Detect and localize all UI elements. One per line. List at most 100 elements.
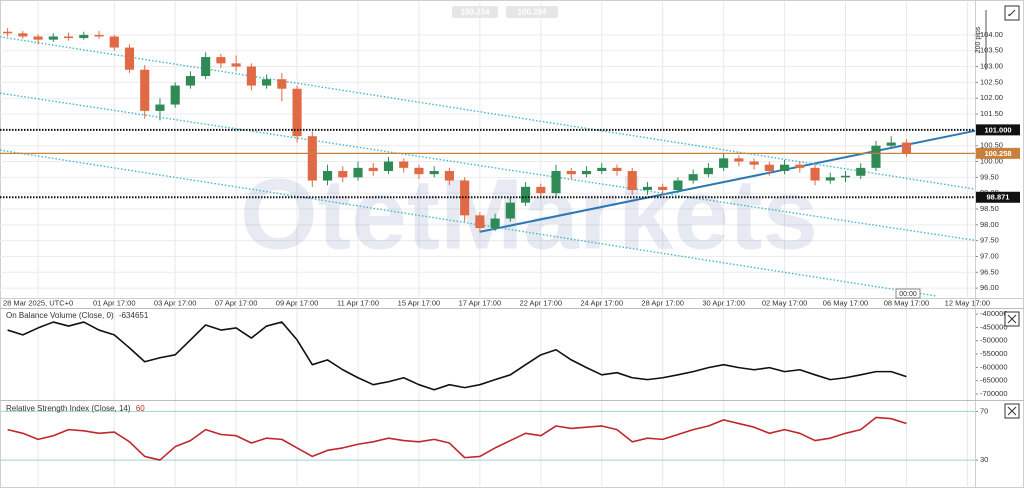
- y-tick-label: -450000: [980, 322, 1008, 331]
- candle-body: [581, 171, 592, 175]
- y-tick-label: -500000: [980, 336, 1008, 345]
- candle-body: [124, 47, 135, 70]
- indicator-title: On Balance Volume (Close, 0): [6, 311, 114, 320]
- candle-body: [780, 164, 790, 172]
- candle-body: [63, 36, 74, 39]
- x-tick-label: 02 May 17:00: [762, 298, 807, 307]
- candle-body: [810, 167, 820, 181]
- candle-body: [551, 171, 561, 194]
- y-tick-label: 96.50: [980, 267, 999, 276]
- price-label-box: [976, 147, 1020, 159]
- candle-body: [109, 36, 119, 48]
- y-tick-label: 101.50: [980, 109, 1003, 118]
- trend-line: [0, 149, 938, 297]
- candle-body: [490, 218, 500, 228]
- x-tick-label: 30 Apr 17:00: [702, 298, 745, 307]
- y-tick-label: 104.00: [980, 30, 1003, 39]
- candle-body: [521, 186, 531, 203]
- x-tick-label: 11 Apr 17:00: [337, 298, 379, 307]
- y-tick-label: 99.50: [980, 172, 999, 181]
- x-tick-label: 09 Apr 17:00: [276, 298, 319, 307]
- candle-body: [322, 171, 333, 181]
- time-marker: 00:00: [899, 291, 917, 298]
- x-tick-label: 08 May 17:00: [884, 298, 929, 307]
- candle-body: [48, 36, 58, 40]
- indicator-value: -634651: [119, 311, 149, 320]
- x-tick-label: 15 Apr 17:00: [398, 298, 441, 307]
- indicator-value: 60: [136, 404, 145, 413]
- price-label: 98.871: [987, 193, 1010, 202]
- candle-body: [216, 57, 226, 64]
- x-tick-label: 03 Apr 17:00: [154, 298, 197, 307]
- candle-body: [140, 69, 150, 111]
- candle-body: [719, 158, 729, 168]
- candle-body: [262, 79, 272, 86]
- candle-body: [749, 161, 759, 165]
- candle-body: [246, 66, 256, 86]
- y-tick-label: 96.00: [980, 283, 999, 292]
- watermark: OtetMarkets: [240, 158, 818, 270]
- x-tick-label: 01 Apr 17:00: [93, 298, 136, 307]
- candle-body: [825, 177, 835, 181]
- candle-body: [840, 175, 851, 178]
- candle-body: [292, 88, 302, 137]
- x-tick-label: 12 May 17:00: [945, 298, 990, 307]
- scale-note: 200 pips: [975, 26, 982, 53]
- candle-body: [886, 142, 896, 146]
- y-tick-label: 30: [980, 455, 988, 464]
- indicator-title: Relative Strength Index (Close, 14): [6, 404, 131, 413]
- candle-body: [3, 31, 13, 34]
- edit-icon: [1008, 9, 1016, 17]
- y-tick-label: 97.00: [980, 251, 999, 260]
- y-tick-label: 70: [980, 406, 988, 415]
- x-tick-label: 28 Mar 2025, UTC+0: [3, 298, 73, 307]
- candle-body: [429, 171, 439, 175]
- y-tick-label: 98.50: [980, 204, 999, 213]
- candle-body: [444, 171, 454, 181]
- candle-body: [856, 167, 866, 176]
- price-label: 100.258: [984, 149, 1011, 158]
- candle-body: [399, 161, 409, 168]
- trend-line: [479, 129, 976, 233]
- y-tick-label: 100.50: [980, 141, 1003, 150]
- x-tick-label: 06 May 17:00: [823, 298, 868, 307]
- candle-body: [505, 202, 515, 219]
- x-tick-label: 07 Apr 17:00: [215, 298, 258, 307]
- y-tick-label: 103.50: [980, 46, 1003, 55]
- bid-box[interactable]: [452, 6, 498, 18]
- y-tick-label: 102.50: [980, 77, 1003, 86]
- candle-body: [871, 145, 881, 168]
- indicator-line: [7, 321, 907, 391]
- ask-price: 100.284: [518, 8, 547, 17]
- indicator-line: [7, 416, 907, 461]
- y-tick-label: 98.00: [980, 220, 999, 229]
- y-tick-label: 97.50: [980, 236, 999, 245]
- candle-body: [338, 171, 348, 178]
- candle-body: [597, 167, 607, 172]
- candle-body: [277, 79, 287, 89]
- close-icon: [1007, 406, 1017, 416]
- candle-body: [642, 186, 653, 191]
- price-label-box: [976, 191, 1020, 203]
- candle-body: [688, 174, 698, 181]
- candle-body: [627, 171, 637, 191]
- price-label-box: [976, 124, 1020, 136]
- x-tick-label: 17 Apr 17:00: [459, 298, 502, 307]
- y-tick-label: -550000: [980, 349, 1008, 358]
- close-icon: [1007, 314, 1017, 324]
- candle-body: [383, 161, 394, 172]
- candle-body: [612, 167, 622, 172]
- candle-body: [673, 180, 683, 191]
- y-tick-label: -400000: [980, 309, 1008, 318]
- x-tick-label: 24 Apr 17:00: [580, 298, 623, 307]
- candle-body: [231, 63, 241, 67]
- candle-body: [33, 36, 43, 40]
- candle-body: [795, 164, 805, 168]
- bid-price: 100.234: [461, 8, 490, 17]
- candle-body: [536, 186, 546, 194]
- ask-box[interactable]: [506, 6, 558, 18]
- x-tick-label: 22 Apr 17:00: [520, 298, 563, 307]
